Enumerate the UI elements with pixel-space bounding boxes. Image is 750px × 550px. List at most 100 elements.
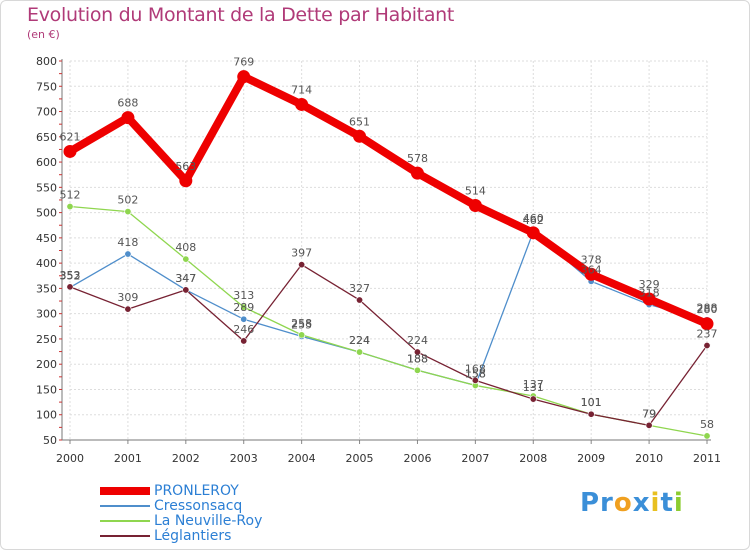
legend-label: PRONLEROY — [154, 483, 239, 499]
data-label: 258 — [291, 317, 312, 330]
data-label: 158 — [465, 367, 486, 380]
x-tick-label: 2010 — [635, 452, 663, 465]
data-label: 255 — [291, 318, 312, 331]
logo-letter: i — [673, 488, 684, 518]
data-point — [587, 410, 595, 418]
data-label: 502 — [117, 194, 138, 207]
legend-label: Cressonsacq — [154, 498, 243, 514]
data-point — [121, 111, 135, 125]
x-tick-label: 2005 — [346, 452, 374, 465]
legend-item: La Neuville-Roy — [100, 514, 360, 529]
data-label: 378 — [581, 253, 602, 266]
data-point — [353, 129, 367, 143]
logo-letter: o — [613, 488, 633, 518]
data-point — [182, 255, 190, 263]
data-point — [703, 432, 711, 440]
chart-subtitle: (en €) — [27, 28, 60, 41]
data-label: 347 — [175, 272, 196, 285]
x-tick-label: 2006 — [403, 452, 431, 465]
chart-legend: PRONLEROY Cressonsacq La Neuville-Roy Légla… — [100, 484, 360, 544]
y-tick-label: 650 — [36, 131, 57, 144]
x-tick-label: 2001 — [114, 452, 142, 465]
legend-item: Léglantiers — [100, 529, 360, 544]
data-label: 309 — [117, 291, 138, 304]
data-label: 79 — [642, 407, 656, 420]
data-point — [468, 199, 482, 213]
data-label: 769 — [233, 56, 254, 69]
data-point — [413, 348, 421, 356]
data-label: 514 — [465, 185, 486, 198]
data-point — [124, 208, 132, 216]
data-point — [642, 292, 656, 306]
data-label: 101 — [581, 396, 602, 409]
y-tick-label: 250 — [36, 333, 57, 346]
y-tick-label: 600 — [36, 156, 57, 169]
data-label: 329 — [639, 278, 660, 291]
data-point — [471, 376, 479, 384]
proxiti-logo: Proxiti — [580, 488, 684, 518]
data-label: 651 — [349, 115, 370, 128]
y-tick-label: 100 — [36, 409, 57, 422]
x-tick-label: 2008 — [519, 452, 547, 465]
data-label: 58 — [700, 418, 714, 431]
data-label: 237 — [697, 328, 718, 341]
y-tick-label: 350 — [36, 282, 57, 295]
x-tick-label: 2009 — [577, 452, 605, 465]
y-tick-label: 550 — [36, 181, 57, 194]
data-label: 188 — [407, 352, 428, 365]
legend-label: Léglantiers — [154, 528, 232, 544]
data-label: 318 — [639, 287, 660, 300]
data-point — [124, 250, 132, 258]
data-label: 347 — [175, 272, 196, 285]
data-point — [356, 348, 364, 356]
data-label: 101 — [581, 396, 602, 409]
data-label: 224 — [407, 334, 428, 347]
data-point — [240, 303, 248, 311]
y-tick-label: 500 — [36, 207, 57, 220]
y-tick-label: 400 — [36, 257, 57, 270]
y-tick-label: 700 — [36, 106, 57, 119]
data-point — [240, 337, 248, 345]
data-label: 246 — [233, 323, 254, 336]
y-tick-label: 800 — [36, 55, 57, 68]
data-point — [356, 296, 364, 304]
x-tick-label: 2002 — [172, 452, 200, 465]
data-label: 131 — [523, 381, 544, 394]
data-label: 288 — [697, 302, 718, 315]
data-label: 462 — [523, 214, 544, 227]
logo-letter: t — [660, 488, 674, 518]
data-label: 158 — [465, 367, 486, 380]
data-point — [182, 286, 190, 294]
x-tick-label: 2007 — [461, 452, 489, 465]
data-label: 621 — [60, 130, 81, 143]
data-label: 224 — [349, 334, 370, 347]
data-point — [295, 97, 309, 111]
x-tick-label: 2004 — [288, 452, 316, 465]
data-label: 688 — [117, 97, 138, 110]
legend-item: PRONLEROY — [100, 484, 360, 499]
y-tick-label: 50 — [43, 434, 57, 447]
data-point — [237, 70, 251, 84]
data-label: 460 — [523, 212, 544, 225]
data-label: 280 — [697, 303, 718, 316]
data-label: 289 — [233, 301, 254, 314]
data-label: 137 — [523, 378, 544, 391]
data-point — [526, 226, 540, 240]
legend-swatch — [100, 487, 150, 495]
data-point — [703, 342, 711, 350]
x-tick-label: 2003 — [230, 452, 258, 465]
legend-item: Cressonsacq — [100, 499, 360, 514]
data-label: 397 — [291, 247, 312, 260]
x-tick-label: 2011 — [693, 452, 721, 465]
y-tick-label: 750 — [36, 80, 57, 93]
logo-letter: Pr — [580, 488, 614, 518]
data-label: 512 — [60, 189, 81, 202]
data-point — [63, 144, 77, 158]
data-point — [66, 203, 74, 211]
legend-swatch — [100, 505, 150, 507]
data-point — [584, 267, 598, 281]
data-label: 364 — [581, 263, 602, 276]
logo-letter: x — [632, 488, 651, 518]
data-label: 352 — [60, 269, 81, 282]
